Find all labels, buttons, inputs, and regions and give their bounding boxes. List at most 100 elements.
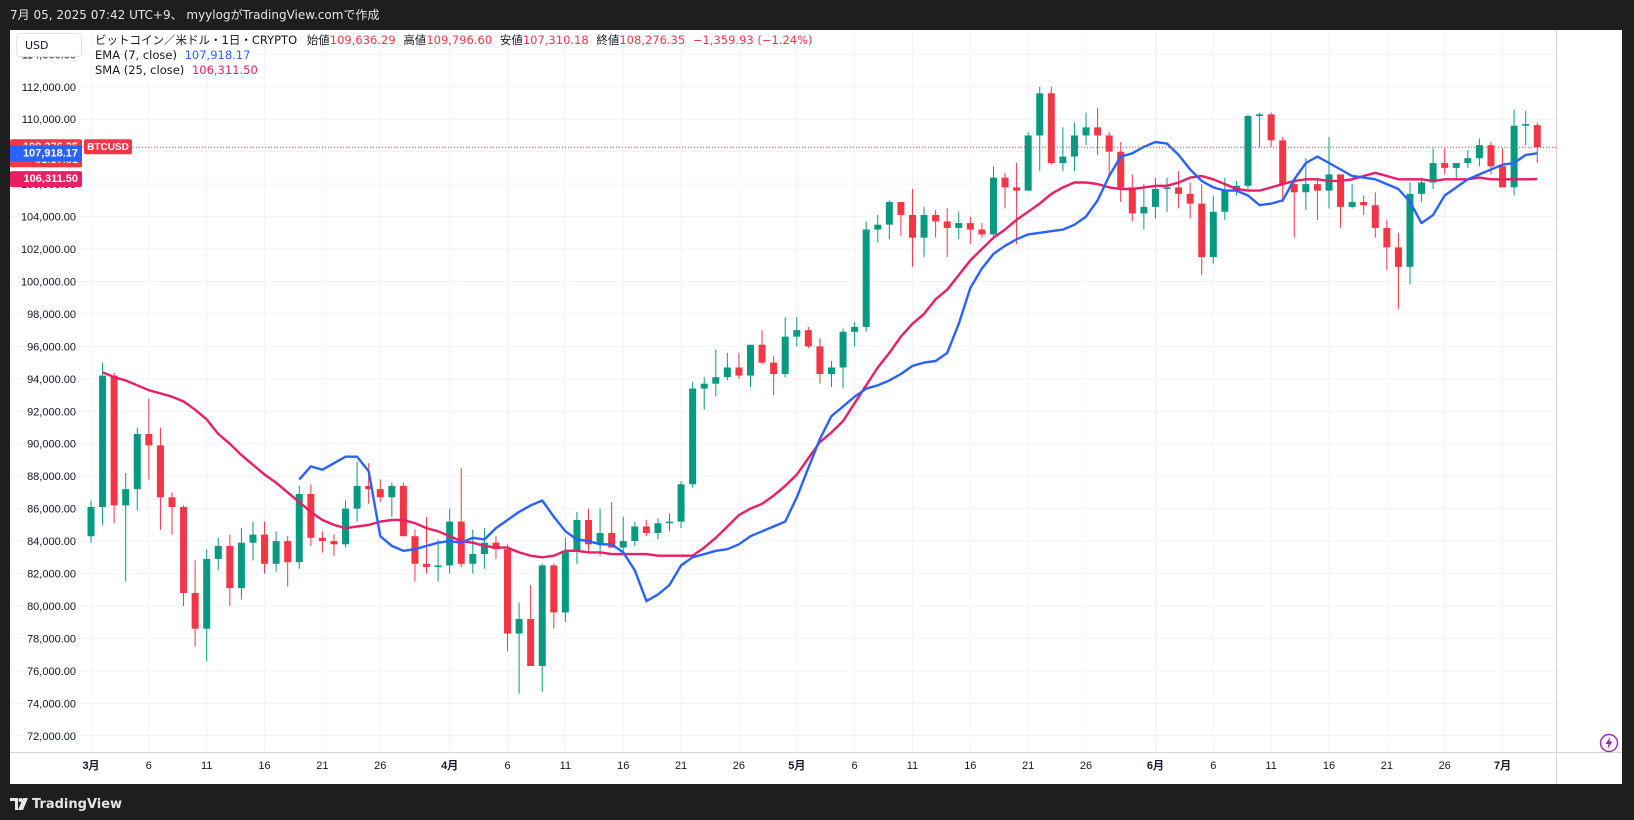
candle[interactable] (156, 427, 164, 530)
candle[interactable] (1163, 177, 1171, 212)
currency-button[interactable]: USD (16, 33, 82, 57)
candle[interactable] (1128, 174, 1136, 222)
symbol-name[interactable]: ビットコイン／米ドル・1日・CRYPTO (95, 33, 298, 47)
candle[interactable] (1105, 132, 1113, 178)
candle[interactable] (770, 356, 778, 396)
candle[interactable] (827, 360, 835, 387)
candle[interactable] (1024, 132, 1032, 191)
candle[interactable] (1198, 184, 1206, 275)
candle[interactable] (585, 508, 593, 553)
candle[interactable] (700, 377, 708, 410)
candle[interactable] (318, 531, 326, 553)
candle[interactable] (619, 516, 627, 556)
candle[interactable] (1452, 163, 1460, 180)
candle[interactable] (1313, 177, 1321, 220)
candle[interactable] (920, 206, 928, 258)
candle[interactable] (596, 508, 604, 556)
candle[interactable] (689, 382, 697, 488)
candle[interactable] (1464, 150, 1472, 168)
candle[interactable] (99, 362, 107, 525)
candle[interactable] (1337, 174, 1345, 228)
lightning-icon[interactable] (1599, 733, 1619, 753)
candle[interactable] (480, 528, 488, 569)
candle[interactable] (1522, 111, 1530, 146)
candle[interactable] (1082, 112, 1090, 146)
candle[interactable] (723, 352, 731, 381)
candle[interactable] (295, 485, 303, 569)
candle[interactable] (214, 537, 222, 571)
candle[interactable] (1279, 137, 1287, 202)
candle[interactable] (515, 602, 523, 694)
candle[interactable] (1533, 122, 1541, 163)
candle[interactable] (550, 563, 558, 629)
candle[interactable] (1059, 127, 1067, 172)
candle[interactable] (376, 479, 384, 503)
candle[interactable] (573, 511, 581, 564)
candle[interactable] (1244, 114, 1252, 190)
candle[interactable] (1429, 148, 1437, 190)
candle[interactable] (1117, 141, 1125, 202)
candle[interactable] (1013, 163, 1021, 245)
candle[interactable] (261, 521, 269, 574)
candle[interactable] (1256, 112, 1264, 147)
candle[interactable] (145, 398, 153, 480)
candle[interactable] (897, 201, 905, 237)
candle[interactable] (885, 200, 893, 240)
candle[interactable] (989, 166, 997, 240)
candle[interactable] (1371, 192, 1379, 238)
candle[interactable] (608, 502, 616, 548)
candle[interactable] (966, 216, 974, 245)
candle[interactable] (434, 539, 442, 582)
candle[interactable] (87, 500, 95, 543)
candle[interactable] (932, 210, 940, 238)
candle[interactable] (943, 208, 951, 258)
candle[interactable] (353, 461, 361, 522)
candle[interactable] (180, 505, 188, 606)
legend-sma-row[interactable]: SMA (25, close) 106,311.50 (95, 63, 813, 78)
candle[interactable] (122, 472, 130, 582)
candle[interactable] (1406, 182, 1414, 285)
candle[interactable] (874, 214, 882, 243)
candle[interactable] (1094, 107, 1102, 155)
candle[interactable] (735, 352, 743, 379)
candle[interactable] (538, 563, 546, 692)
candle[interactable] (307, 484, 315, 546)
candle[interactable] (342, 500, 350, 548)
candle[interactable] (388, 482, 396, 517)
candle[interactable] (191, 560, 199, 647)
candle[interactable] (1394, 232, 1402, 310)
candle[interactable] (839, 328, 847, 389)
candle[interactable] (758, 330, 766, 365)
candle[interactable] (1186, 182, 1194, 219)
candle[interactable] (712, 349, 720, 397)
candle[interactable] (1510, 109, 1518, 196)
candle[interactable] (237, 528, 245, 600)
candle[interactable] (746, 344, 754, 387)
candle[interactable] (330, 534, 338, 556)
candle[interactable] (978, 223, 986, 238)
legend-ema-row[interactable]: EMA (7, close) 107,918.17 (95, 48, 813, 63)
chart-panel[interactable]: 72,000.00 74,000.00 76,000.00 78,000.00 80,0… (10, 30, 1622, 784)
candle[interactable] (1151, 177, 1159, 219)
candle[interactable] (631, 521, 639, 546)
candle[interactable] (1348, 184, 1356, 209)
candle[interactable] (1209, 195, 1217, 264)
candle[interactable] (666, 513, 673, 532)
candle[interactable] (133, 427, 141, 511)
candle[interactable] (399, 482, 407, 537)
candle[interactable] (1140, 184, 1148, 230)
candle[interactable] (1360, 195, 1368, 215)
candle[interactable] (654, 518, 662, 540)
candle[interactable] (226, 534, 234, 606)
candle[interactable] (249, 521, 257, 561)
candle[interactable] (168, 492, 176, 535)
candle[interactable] (642, 519, 650, 537)
candle[interactable] (955, 211, 963, 240)
candle[interactable] (1001, 172, 1009, 209)
candle[interactable] (908, 189, 916, 267)
candle[interactable] (1036, 86, 1044, 172)
candle[interactable] (1070, 122, 1078, 172)
candle[interactable] (284, 536, 292, 587)
candle[interactable] (804, 326, 812, 349)
candle[interactable] (862, 221, 870, 332)
